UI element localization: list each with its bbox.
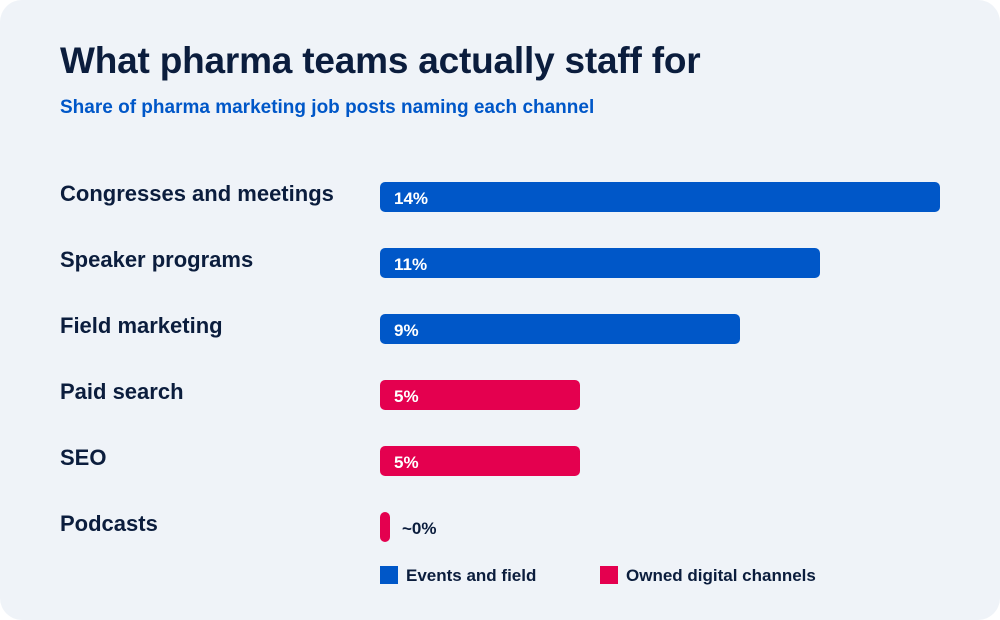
legend-label-digital: Owned digital channels [626,566,816,585]
bar-podcasts [380,512,390,542]
bar-congresses-and-meetings [380,182,940,212]
category-label-speaker-programs: Speaker programs [60,247,253,272]
category-label-congresses-and-meetings: Congresses and meetings [60,181,334,206]
chart-subtitle: Share of pharma marketing job posts nami… [60,97,595,118]
value-label-seo: 5% [394,453,419,472]
category-label-seo: SEO [60,445,106,470]
category-label-podcasts: Podcasts [60,511,158,536]
legend-swatch-digital [600,566,618,584]
bar-speaker-programs [380,248,820,278]
bar-seo [380,446,580,476]
chart-title: What pharma teams actually staff for [60,40,701,81]
category-label-field-marketing: Field marketing [60,313,223,338]
value-label-speaker-programs: 11% [394,255,427,274]
legend-swatch-events [380,566,398,584]
category-label-paid-search: Paid search [60,379,184,404]
value-label-congresses-and-meetings: 14% [394,189,428,208]
value-label-field-marketing: 9% [394,321,419,340]
value-label-paid-search: 5% [394,387,419,406]
bar-paid-search [380,380,580,410]
value-label-podcasts: ~0% [402,519,437,538]
bar-field-marketing [380,314,740,344]
legend-label-events: Events and field [406,566,536,585]
